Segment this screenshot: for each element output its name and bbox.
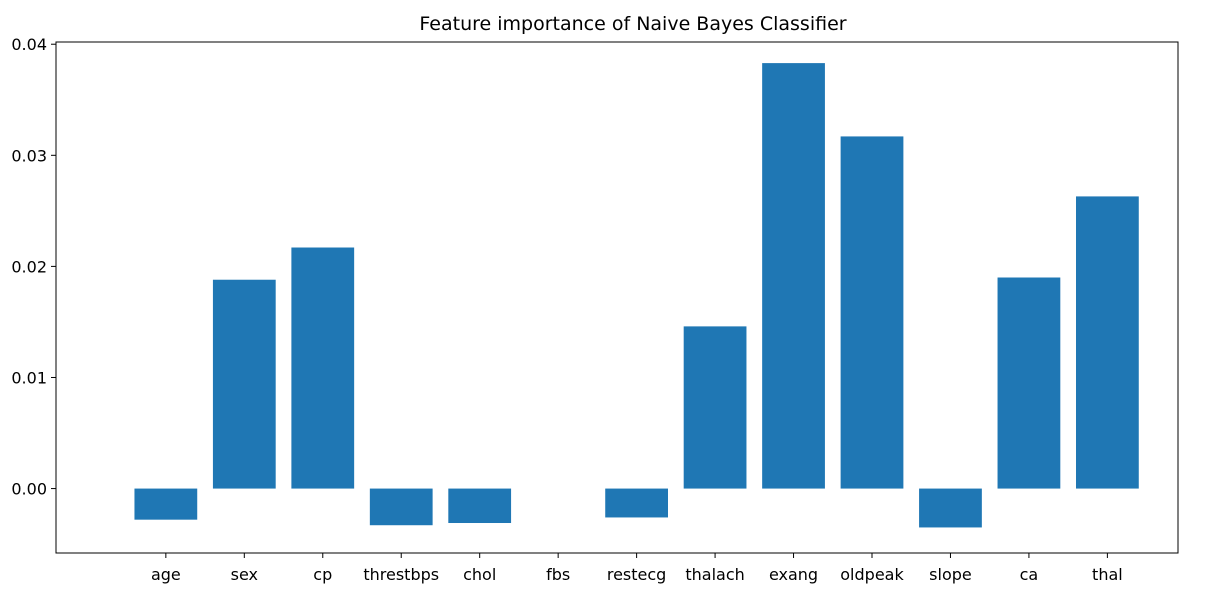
y-tick-label: 0.04 — [11, 35, 47, 54]
x-tick-label: restecg — [607, 565, 666, 584]
x-tick-label: thal — [1092, 565, 1123, 584]
bar-thal — [1076, 196, 1139, 489]
bar-oldpeak — [840, 136, 904, 489]
chart-title: Feature importance of Naive Bayes Classi… — [419, 13, 846, 35]
bar-age — [134, 488, 198, 520]
bar-chol — [448, 488, 512, 524]
x-tick-label: oldpeak — [840, 565, 904, 584]
plot-frame — [55, 41, 1179, 554]
x-tick-label: age — [151, 565, 181, 584]
x-tick-label: threstbps — [363, 565, 439, 584]
bar-restecg — [605, 488, 668, 518]
bar-exang — [762, 63, 825, 489]
x-tick-label: slope — [929, 565, 972, 584]
bar-slope — [919, 488, 982, 528]
x-axis: age sex cp threstbps chol fbs restecg thalach ex… — [151, 553, 1123, 584]
y-tick-label: 0.03 — [11, 146, 47, 165]
x-tick-label: thalach — [685, 565, 744, 584]
bar-sex — [212, 279, 276, 489]
y-tick-label: 0.02 — [11, 257, 47, 276]
x-tick-label: chol — [463, 565, 496, 584]
y-tick-label: 0.01 — [11, 368, 47, 387]
x-tick-label: fbs — [546, 565, 570, 584]
bar-cp — [291, 247, 355, 489]
x-tick-label: exang — [769, 565, 818, 584]
bars-group — [134, 63, 1139, 528]
x-tick-label: ca — [1020, 565, 1039, 584]
bar-threstbps — [369, 488, 433, 526]
bar-ca — [997, 277, 1061, 489]
x-tick-label: sex — [231, 565, 258, 584]
y-tick-label: 0.00 — [11, 480, 47, 499]
bar-thalach — [683, 326, 747, 489]
x-tick-label: cp — [313, 565, 332, 584]
y-axis: 0.00 0.01 0.02 0.03 0.04 — [11, 35, 56, 499]
